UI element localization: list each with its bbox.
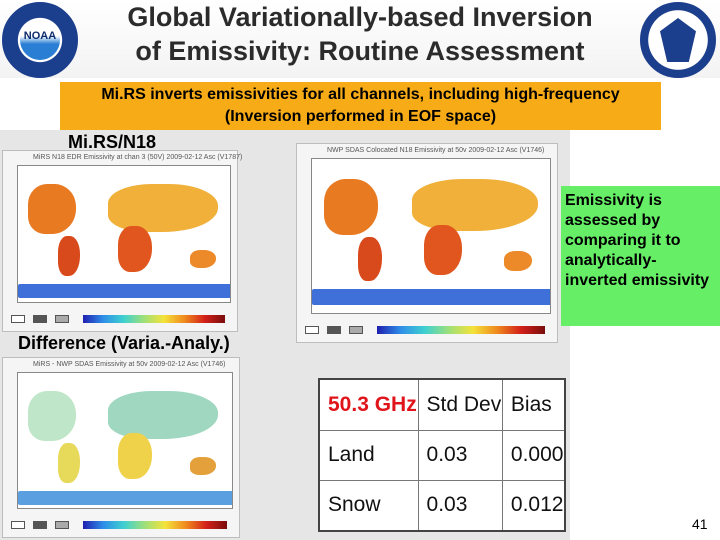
colorbar (377, 326, 545, 334)
land-mass (108, 184, 218, 232)
land-mass (412, 179, 538, 231)
land-mass (108, 391, 218, 439)
mirs-label: Mi.RS/N18 (68, 132, 157, 152)
stats-table: 50.3 GHz Std Dev Bias Land 0.03 0.000 Sn… (318, 378, 566, 532)
legend-swatch (55, 315, 69, 323)
legend-swatch (349, 326, 363, 334)
row-label: Land (318, 429, 419, 481)
commerce-seal-logo (640, 2, 716, 78)
land-mass (118, 433, 152, 479)
row-bias: 0.012 (501, 479, 566, 532)
title-line-1: Global Variationally-based Inversion (127, 2, 593, 32)
land-mass (424, 225, 462, 275)
difference-label: Difference (Varia.-Analy.) (18, 333, 230, 353)
land-mass (190, 457, 216, 475)
map-caption: MiRS - NWP SDAS Emissivity at 50v 2009-0… (33, 361, 226, 368)
land-mass (504, 251, 532, 271)
eagle-icon (660, 18, 696, 62)
row-std-dev: 0.03 (417, 479, 503, 532)
antarctica (18, 284, 230, 298)
antarctica (312, 289, 550, 305)
noaa-logo: NOAA (2, 2, 78, 78)
colorbar (83, 521, 227, 529)
note-box: Emissivity is assessed by comparing it t… (561, 186, 720, 326)
slide-title: Global Variationally-based Inversion of … (80, 0, 640, 68)
colorbar (83, 315, 225, 323)
land-mass (190, 250, 216, 268)
map-plot-area (17, 165, 231, 303)
slide-header: NOAA Global Variationally-based Inversio… (0, 0, 720, 78)
intro-line-1: Mi.RS inverts emissivities for all chann… (101, 86, 620, 103)
land-mass (358, 237, 382, 281)
intro-box: Mi.RS inverts emissivities for all chann… (60, 82, 661, 130)
noaa-logo-emblem (20, 20, 60, 60)
legend-swatch (33, 315, 47, 323)
mirs-emissivity-map: MiRS N18 EDR Emissivity at chan 3 (50V) … (2, 150, 242, 332)
legend-swatch (11, 521, 25, 529)
legend-swatch (55, 521, 69, 529)
header-cell-std-dev: Std Dev (417, 378, 503, 431)
analytic-emissivity-map: NWP SDAS Colocated N18 Emissivity at 50v… (296, 143, 558, 343)
legend-swatch (327, 326, 341, 334)
antarctica (18, 491, 232, 505)
row-label: Snow (318, 479, 419, 532)
land-mass (58, 443, 80, 483)
row-bias: 0.000 (501, 429, 566, 481)
land-mass (58, 236, 80, 276)
noaa-logo-text: NOAA (23, 30, 57, 42)
legend-swatch (33, 521, 47, 529)
map-caption: MiRS N18 EDR Emissivity at chan 3 (50V) … (33, 154, 243, 161)
header-cell-frequency: 50.3 GHz (318, 378, 419, 431)
map-caption: NWP SDAS Colocated N18 Emissivity at 50v… (327, 147, 545, 154)
table-row: Land 0.03 0.000 (318, 429, 566, 481)
table-header-row: 50.3 GHz Std Dev Bias (318, 378, 566, 431)
land-mass (28, 184, 76, 234)
intro-line-2: (Inversion performed in EOF space) (224, 108, 497, 125)
difference-map: MiRS - NWP SDAS Emissivity at 50v 2009-0… (2, 357, 240, 538)
map-plot-area (311, 158, 551, 314)
row-std-dev: 0.03 (417, 429, 503, 481)
land-mass (28, 391, 76, 441)
title-line-2: of Emissivity: Routine Assessment (135, 36, 585, 66)
legend-swatch (305, 326, 319, 334)
land-mass (118, 226, 152, 272)
map-plot-area (17, 372, 233, 509)
land-mass (324, 179, 378, 235)
legend-swatch (11, 315, 25, 323)
table-row: Snow 0.03 0.012 (318, 479, 566, 532)
page-number: 41 (692, 516, 708, 532)
header-cell-bias: Bias (501, 378, 566, 431)
